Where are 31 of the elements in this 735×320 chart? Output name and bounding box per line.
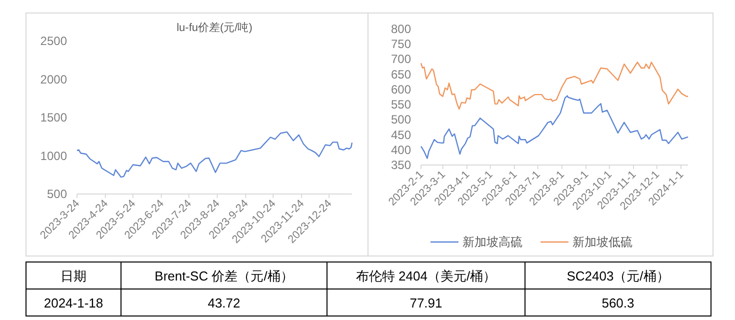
- y-tick-label: 550: [390, 98, 412, 112]
- y-tick-label: 350: [390, 158, 412, 172]
- legend-label: 新加坡高硫: [462, 235, 522, 249]
- y-tick-label: 500: [46, 187, 68, 201]
- y-tick-label: 650: [390, 67, 412, 82]
- y-tick-label: 500: [390, 112, 412, 127]
- y-tick-label: 800: [390, 22, 412, 36]
- line-series: [420, 62, 689, 110]
- chart-title: lu-fu价差(元/吨): [176, 21, 252, 34]
- category-label: SC2403（元/桶）: [566, 268, 670, 284]
- y-tick-label: 700: [390, 52, 412, 66]
- y-tick-label: 450: [390, 128, 412, 142]
- y-tick-label: 600: [390, 82, 412, 96]
- y-tick-label: 2500: [40, 34, 68, 48]
- y-tick-label: 2000: [40, 72, 68, 86]
- legend-label: 新加坡低硫: [572, 235, 632, 249]
- text: 77.91: [410, 296, 442, 310]
- category-label: Brent-SC 价差（元/桶）: [154, 268, 294, 284]
- legend-item: 新加坡低硫: [540, 235, 632, 249]
- y-tick-label: 1500: [40, 110, 68, 124]
- legend-item: 新加坡高硫: [430, 235, 522, 249]
- y-tick-label: 400: [390, 142, 412, 157]
- y-tick-label: 1000: [40, 148, 68, 163]
- text: 560.3: [602, 296, 634, 310]
- category-label: 布伦特 2404（美元/桶）: [356, 268, 496, 284]
- category-label: 日期: [60, 268, 86, 284]
- line-series: [76, 131, 353, 178]
- text: 43.72: [208, 296, 240, 310]
- text: 2024-1-18: [44, 296, 104, 310]
- y-tick-label: 750: [390, 37, 412, 52]
- line-series: [420, 95, 689, 159]
